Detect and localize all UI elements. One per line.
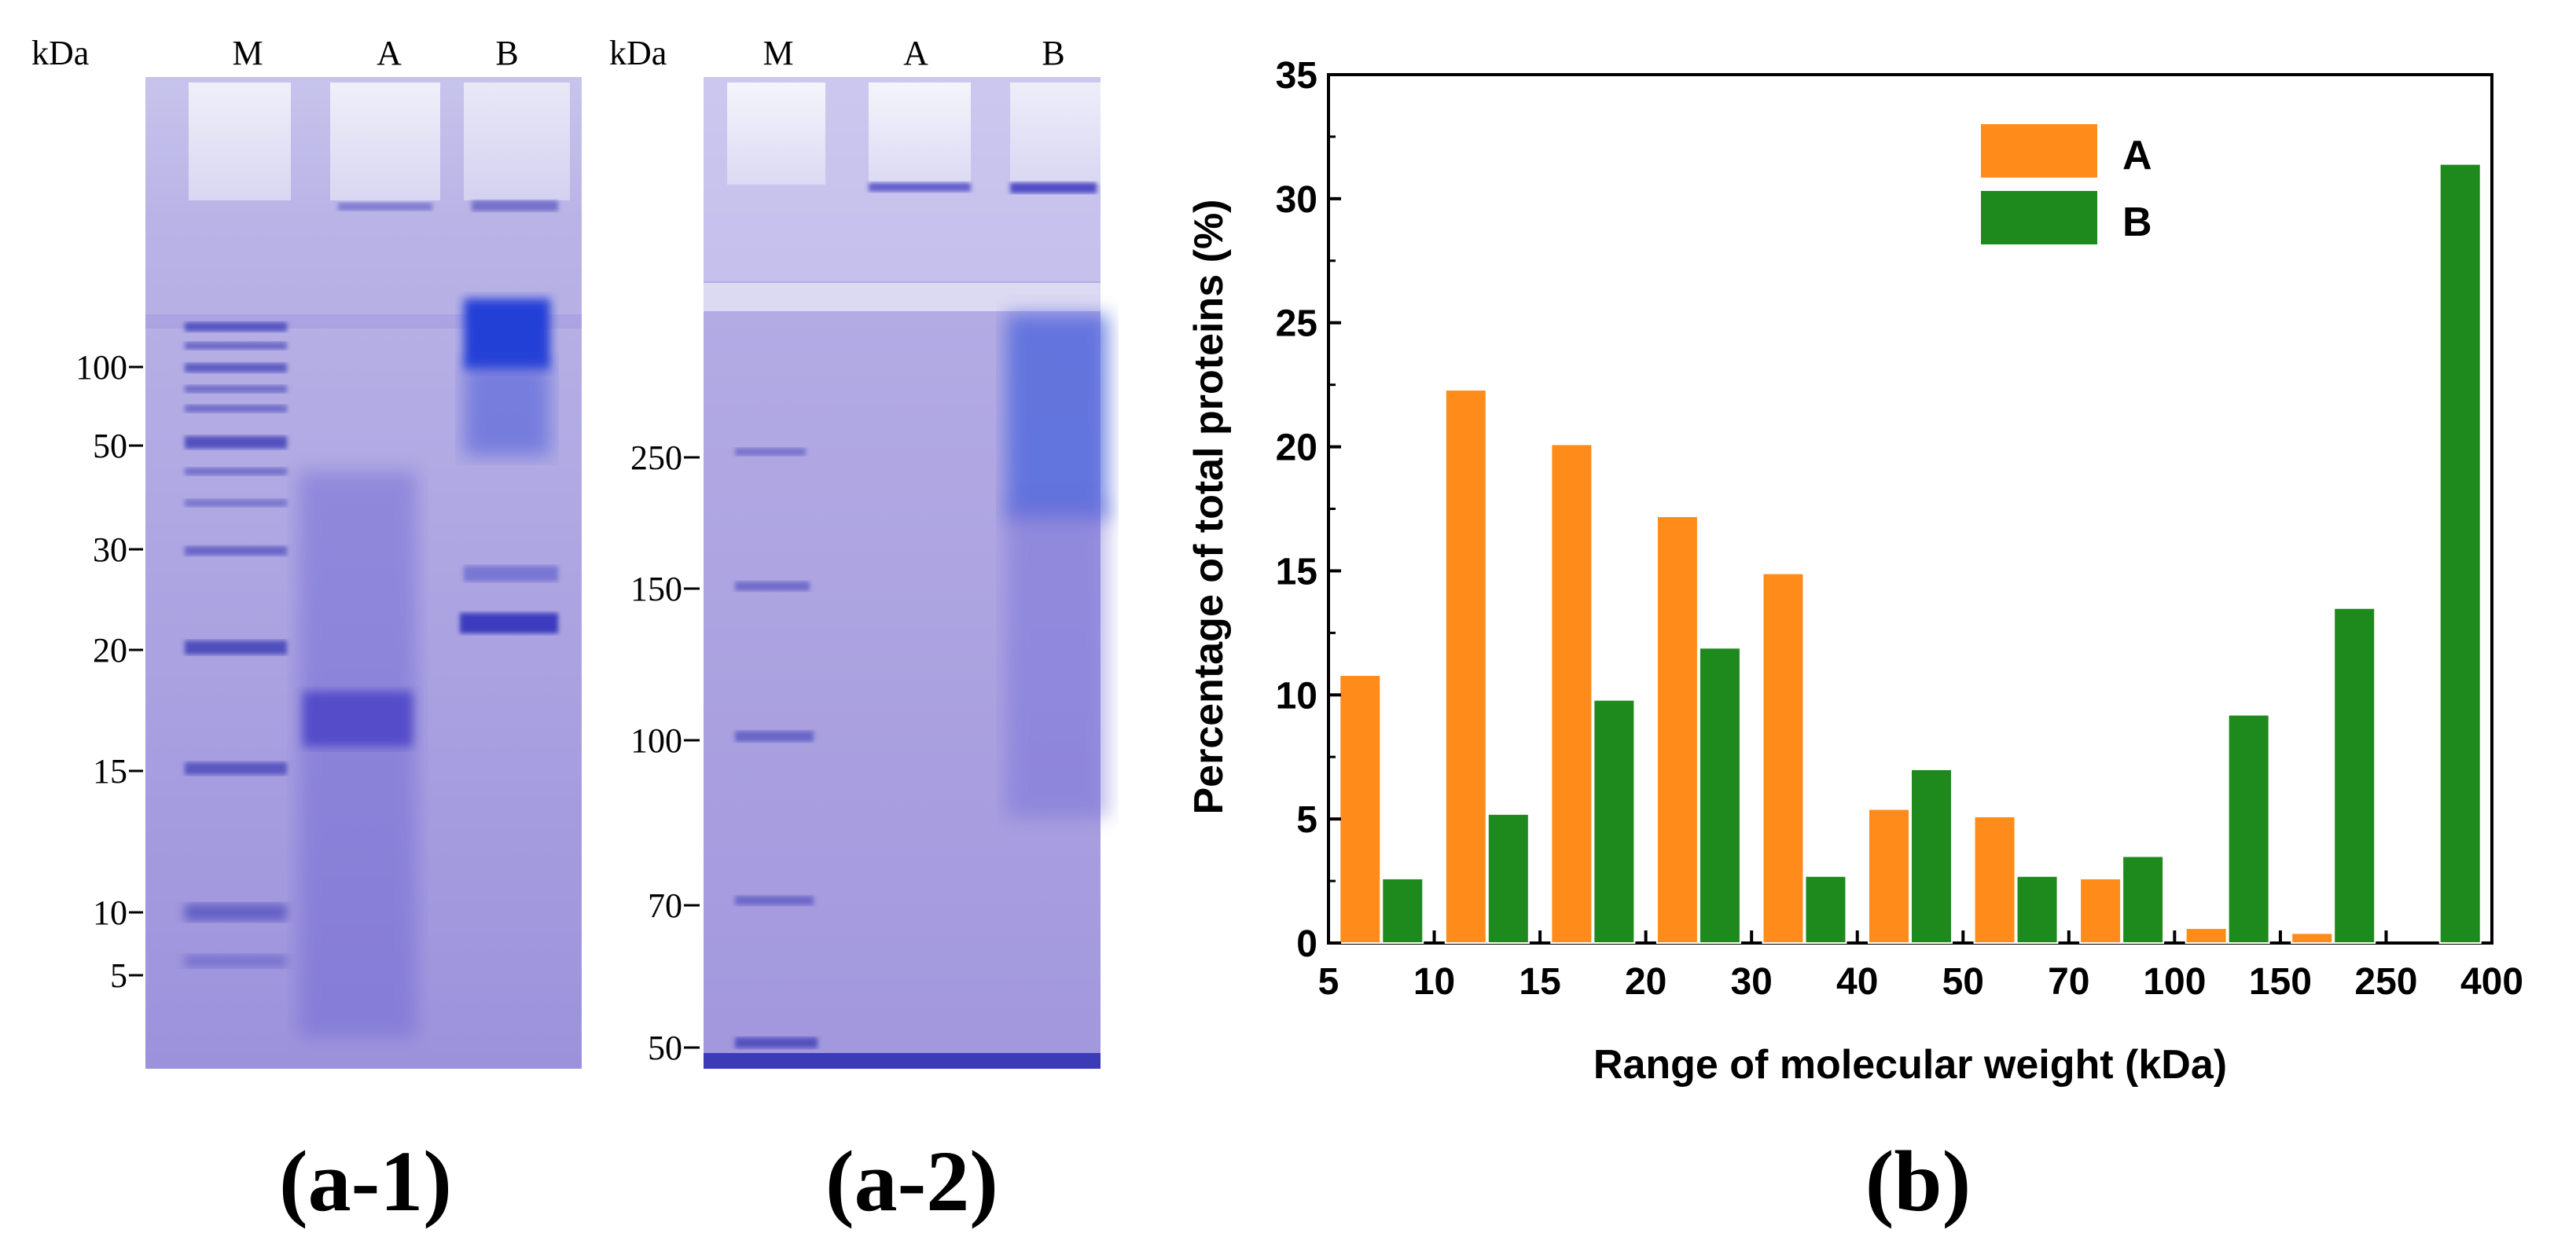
x-tick-label-30: 30	[1730, 961, 1772, 1003]
bar-b-40-50	[1910, 769, 1953, 944]
gel-a2-marker-ticks	[684, 456, 700, 1049]
gel-a1-marker-100: 100	[75, 348, 127, 387]
bar-a-150-250	[2291, 932, 2334, 945]
chart-legend: A B	[1981, 124, 2152, 245]
x-tick-label-100: 100	[2143, 961, 2206, 1003]
chart-x-axis-title: Range of molecular weight (kDa)	[1593, 1042, 2227, 1088]
bar-b-20-30	[1698, 647, 1741, 944]
bar-b-5-10	[1381, 877, 1424, 945]
bar-a-30-40	[1762, 572, 1805, 944]
legend-label-a: A	[2122, 133, 2152, 178]
x-tick-label-15: 15	[1519, 961, 1560, 1003]
y-tick-label-30: 30	[1276, 179, 1317, 221]
gel-a1-marker-5: 5	[110, 956, 127, 995]
x-tick-label-250: 250	[2354, 961, 2417, 1003]
bar-a-100-150	[2185, 927, 2228, 944]
gel-a1-panel: kDa M A B	[31, 34, 582, 1229]
gel-a2-lane-m-label: M	[763, 34, 793, 72]
gel-a1-marker-ticks	[129, 365, 143, 977]
bar-b-15-20	[1593, 699, 1636, 944]
bar-b-150-250	[2333, 607, 2376, 944]
gel-a2-well-a	[869, 83, 971, 185]
gel-a2-well-m	[727, 83, 825, 185]
gel-a1-unit-label: kDa	[31, 34, 89, 72]
gel-a2-lane-a-label: A	[903, 34, 928, 72]
gel-a1-well-b	[464, 83, 570, 200]
chart-bars	[1339, 163, 2482, 945]
gel-a2-marker-70: 70	[648, 886, 682, 925]
chart-y-axis-title: Percentage of total proteins (%)	[1186, 200, 1232, 815]
gel-a2-lane-b-label: B	[1042, 34, 1064, 72]
x-tick-label-50: 50	[1942, 961, 1984, 1003]
bar-a-20-30	[1655, 515, 1699, 944]
x-tick-label-20: 20	[1625, 961, 1666, 1003]
gel-a2-marker-bands	[735, 448, 818, 1048]
gel-a2-marker-50: 50	[648, 1029, 682, 1067]
chart-x-axis: 5 10 15 20 30 40 50 70 100 150 250 400	[1318, 930, 2523, 1003]
gel-a1-marker-50: 50	[93, 427, 127, 465]
gel-a2-marker-100: 100	[630, 721, 682, 760]
bar-a-10-15	[1444, 388, 1487, 944]
chart-caption: (b)	[1865, 1133, 1971, 1229]
legend-swatch-b	[1981, 191, 2097, 244]
gel-a1-lane-m-label: M	[232, 34, 263, 72]
gel-a1-marker-20: 20	[93, 631, 127, 670]
gel-a1-lane-b-label: B	[495, 34, 518, 72]
gel-a1-lane-a-smear	[299, 472, 417, 1037]
gel-a2-dye-front	[704, 1053, 1101, 1069]
gel-a1-marker-30: 30	[93, 530, 127, 569]
legend-label-b: B	[2122, 200, 2152, 245]
y-tick-label-15: 15	[1276, 551, 1317, 593]
x-tick-label-10: 10	[1413, 961, 1455, 1003]
bar-a-70-100	[2079, 877, 2122, 945]
y-tick-label-35: 35	[1276, 55, 1317, 97]
legend-swatch-a	[1981, 124, 2097, 178]
gel-a1-well-m	[189, 83, 291, 200]
bar-a-40-50	[1868, 808, 1910, 944]
x-tick-label-150: 150	[2249, 961, 2312, 1003]
y-tick-label-20: 20	[1276, 428, 1317, 469]
x-tick-label-40: 40	[1836, 961, 1878, 1003]
gel-a1-marker-labels: 100 50 30 20 15 10 5	[75, 348, 127, 995]
bar-b-50-70	[2016, 875, 2059, 945]
y-tick-label-25: 25	[1276, 303, 1317, 345]
bar-b-10-15	[1486, 813, 1530, 945]
gel-a1-marker-10: 10	[93, 894, 127, 932]
gel-a2-marker-250: 250	[630, 439, 682, 477]
chart-y-axis: 0 5 10 15 20 25 30 35	[1276, 55, 1341, 965]
bar-b-70-100	[2122, 855, 2165, 944]
y-tick-label-10: 10	[1276, 675, 1317, 717]
gel-a2-panel: kDa M A B 250 150 100 70 50	[609, 34, 1108, 1229]
gel-a2-marker-150: 150	[630, 570, 682, 608]
y-tick-label-5: 5	[1296, 799, 1317, 841]
gel-a2-caption: (a-2)	[825, 1133, 998, 1229]
gel-a2-lane-b-smear	[1006, 314, 1108, 817]
x-tick-label-70: 70	[2048, 961, 2089, 1003]
bar-a-15-20	[1550, 443, 1593, 944]
gel-a1-lane-b-bands	[460, 299, 558, 633]
gel-a2-marker-labels: 250 150 100 70 50	[630, 439, 682, 1067]
bar-b-100-150	[2227, 714, 2270, 944]
y-tick-label-0: 0	[1296, 923, 1317, 965]
bar-a-5-10	[1339, 674, 1382, 944]
gel-a1-well-a	[330, 83, 440, 200]
gel-a2-unit-label: kDa	[609, 34, 667, 72]
gel-a1-marker-15: 15	[93, 752, 127, 791]
gel-a1-caption: (a-1)	[279, 1133, 452, 1229]
gel-a1-lane-a-label: A	[377, 34, 402, 72]
bar-a-50-70	[1973, 815, 2016, 944]
x-tick-label-400: 400	[2460, 961, 2523, 1003]
x-tick-label-5: 5	[1318, 961, 1339, 1003]
gel-a2-well-b	[1010, 83, 1101, 185]
gel-a1-marker-bands	[185, 322, 287, 967]
bar-b-30-40	[1804, 875, 1847, 945]
bar-b-250-400	[2438, 163, 2482, 944]
